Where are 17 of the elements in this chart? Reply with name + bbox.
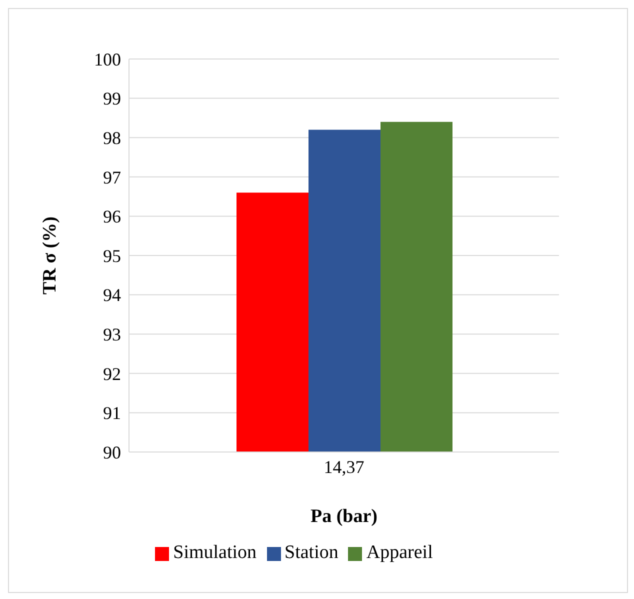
y-tick-label: 95 [103,246,121,266]
y-tick-label: 98 [103,128,121,148]
y-axis-title: TR σ (%) [40,216,61,294]
y-tick-label: 94 [103,285,121,306]
legend-label: Appareil [366,542,433,563]
x-tick-label: 14,37 [324,456,364,477]
legend-label: Station [284,542,338,563]
y-tick-label: 91 [103,403,121,424]
x-axis-title: Pa (bar) [310,506,378,527]
y-tick-label: 92 [103,364,121,384]
legend-label: Simulation [173,542,257,563]
y-tick-label: 96 [103,206,121,227]
y-tick-label: 99 [103,88,121,109]
y-tick-label: 93 [103,324,121,344]
y-tick-label: 100 [94,49,121,70]
y-tick-label: 90 [103,442,121,462]
y-tick-label: 97 [103,167,121,188]
